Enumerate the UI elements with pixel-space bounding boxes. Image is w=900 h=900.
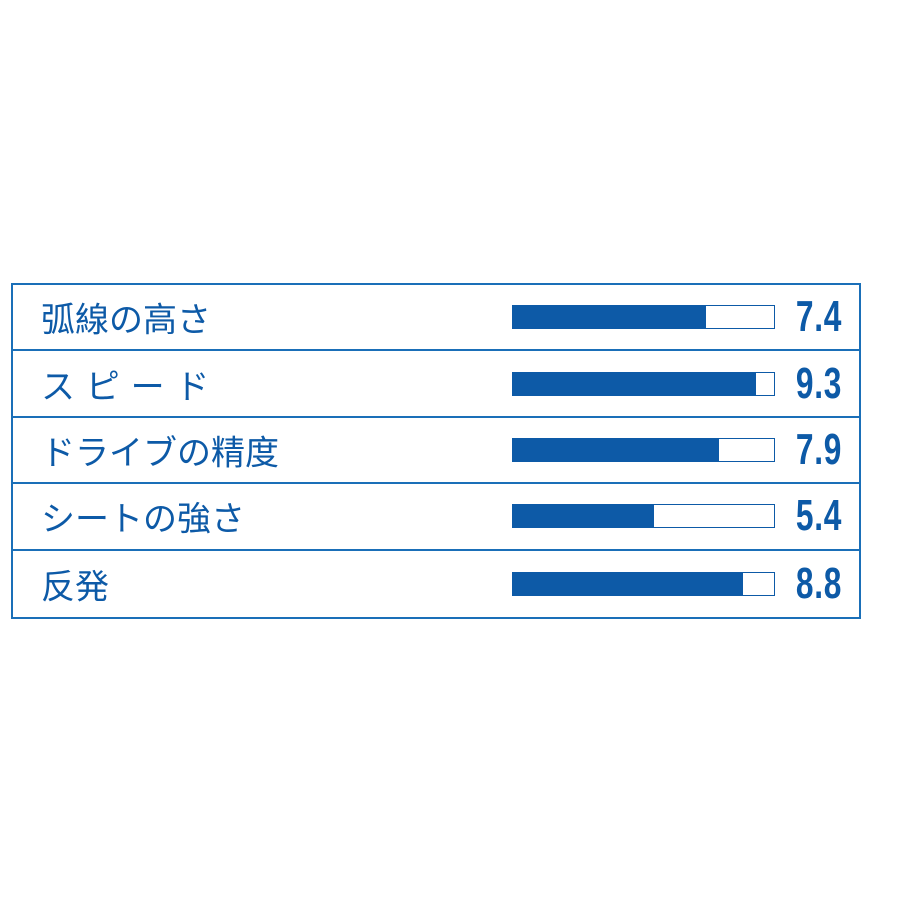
- spec-bar-track: [512, 437, 775, 462]
- spec-value: 9.3: [795, 358, 843, 408]
- spec-bar-track: [512, 504, 775, 529]
- spec-row-sheet-strength: シートの強さ 5.4: [13, 484, 859, 551]
- spec-value: 8.8: [795, 558, 843, 608]
- spec-value: 7.9: [795, 424, 843, 474]
- spec-bar-fill: [513, 306, 707, 329]
- spec-bar-fill: [513, 572, 743, 595]
- spec-bar-track: [512, 305, 775, 330]
- spec-bar-fill: [513, 372, 756, 395]
- spec-row-speed: ス ピ ー ド 9.3: [13, 351, 859, 418]
- spec-label: シートの強さ: [41, 499, 245, 540]
- spec-bar-fill: [513, 505, 654, 528]
- spec-value: 7.4: [795, 292, 843, 342]
- spec-label: ドライブの精度: [41, 433, 279, 474]
- spec-bar-track: [512, 571, 775, 596]
- spec-row-rebound: 反発 8.8: [13, 551, 859, 617]
- spec-bar-track: [512, 371, 775, 396]
- spec-row-drive-accuracy: ドライブの精度 7.9: [13, 418, 859, 485]
- spec-value: 5.4: [795, 491, 843, 541]
- spec-label: 弧線の高さ: [41, 300, 211, 341]
- spec-label: 反発: [41, 567, 109, 608]
- spec-row-arc-height: 弧線の高さ 7.4: [13, 285, 859, 352]
- spec-table: 弧線の高さ 7.4 ス ピ ー ド 9.3 ドライブの精度 7.9 シートの強さ…: [11, 283, 861, 619]
- spec-bar-fill: [513, 438, 720, 461]
- spec-label: ス ピ ー ド: [41, 367, 210, 408]
